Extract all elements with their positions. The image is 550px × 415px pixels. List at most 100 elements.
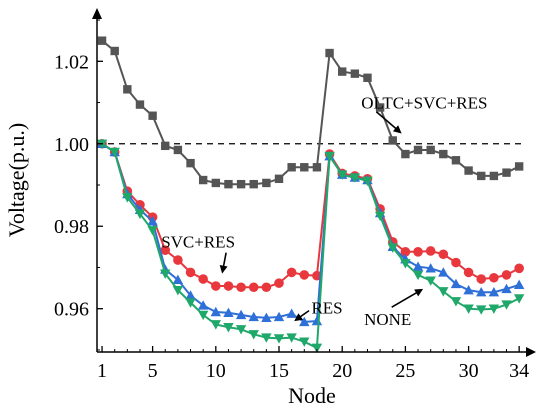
data-point-3 [261, 333, 272, 343]
data-point-0 [426, 145, 435, 155]
y-tick-label: 1.02 [54, 51, 89, 73]
data-point-3 [463, 304, 474, 314]
data-point-3 [450, 297, 462, 307]
data-point-1 [248, 282, 259, 293]
annotation-arrowhead [219, 265, 228, 274]
data-point-0 [451, 156, 461, 165]
data-point-0 [338, 67, 347, 76]
data-point-0 [388, 136, 397, 145]
x-tick-label: 30 [459, 360, 479, 382]
x-tick-label: 20 [332, 360, 352, 382]
data-point-2 [147, 216, 158, 226]
x-tick-label: 34 [509, 360, 529, 382]
data-point-3 [501, 300, 512, 310]
data-point-2 [235, 309, 247, 320]
series-line-2 [101, 142, 520, 323]
x-tick-label: 5 [148, 360, 158, 382]
data-point-3 [324, 151, 335, 162]
x-tick-label: 1 [97, 360, 107, 382]
data-point-3 [185, 298, 196, 308]
data-point-0 [350, 69, 360, 78]
data-point-3 [134, 209, 146, 220]
data-point-3 [160, 269, 171, 279]
data-point-0 [502, 168, 511, 177]
annotation-arrow-shaft [222, 252, 227, 268]
ticks-layer: 1 5 10 15 20 25 30 340.960.981.001.02 [54, 19, 529, 382]
data-point-3 [273, 334, 285, 344]
data-point-2 [299, 316, 310, 327]
series-layer [96, 36, 525, 354]
data-point-0 [97, 36, 107, 45]
annotation-arrowhead [414, 288, 424, 297]
data-point-2 [488, 287, 500, 297]
data-point-0 [211, 178, 221, 188]
data-point-0 [439, 149, 448, 159]
data-point-3 [412, 270, 424, 281]
data-point-2 [172, 274, 184, 285]
data-point-1 [489, 272, 499, 283]
data-point-0 [236, 179, 246, 189]
data-point-0 [262, 178, 271, 188]
data-point-0 [224, 179, 233, 189]
data-point-3 [513, 294, 525, 304]
data-point-2 [438, 267, 449, 277]
data-point-1 [274, 278, 284, 288]
data-point-3 [172, 285, 184, 296]
series-line-1 [101, 142, 520, 289]
data-point-1 [413, 247, 423, 257]
data-point-3 [438, 287, 449, 297]
data-point-3 [425, 276, 436, 286]
data-point-0 [173, 145, 183, 155]
y-tick-label: 0.98 [54, 216, 89, 238]
data-point-2 [501, 283, 512, 294]
data-point-0 [198, 175, 208, 185]
data-point-1 [173, 255, 183, 265]
data-point-3 [362, 176, 373, 187]
data-point-1 [299, 270, 310, 280]
data-point-0 [123, 85, 132, 94]
data-point-1 [211, 281, 221, 291]
data-point-1 [400, 247, 411, 257]
series-3 [96, 139, 525, 354]
data-point-0 [477, 171, 486, 181]
data-point-2 [412, 261, 424, 271]
annotation-arrowhead [392, 125, 402, 134]
data-point-0 [274, 174, 284, 184]
data-point-3 [235, 325, 247, 335]
data-point-1 [514, 263, 524, 274]
data-point-2 [223, 307, 234, 318]
data-point-3 [349, 173, 361, 183]
data-point-2 [425, 263, 436, 273]
data-point-3 [197, 310, 209, 321]
data-point-3 [311, 343, 323, 354]
data-point-1 [236, 282, 246, 293]
x-axis-title: Node [288, 383, 336, 408]
data-point-1 [451, 257, 461, 268]
data-point-0 [110, 46, 119, 56]
annotation-label: SVC+RES [161, 233, 235, 252]
data-point-0 [161, 141, 170, 151]
series-line-3 [101, 142, 520, 350]
data-point-3 [387, 243, 398, 253]
data-point-3 [210, 320, 222, 330]
x-tick-label: 10 [206, 360, 226, 382]
data-point-0 [489, 171, 499, 181]
y-tick-label: 0.96 [54, 299, 89, 321]
data-point-2 [248, 311, 259, 322]
data-point-2 [513, 279, 525, 289]
data-point-1 [185, 267, 196, 278]
data-point-3 [400, 259, 411, 269]
data-point-0 [135, 100, 145, 109]
data-point-1 [261, 282, 272, 293]
data-point-2 [463, 284, 474, 295]
data-point-3 [109, 147, 120, 158]
data-point-3 [223, 323, 234, 333]
annotation-arrow-shaft [391, 291, 419, 308]
data-point-0 [186, 158, 195, 168]
data-point-0 [312, 163, 322, 172]
data-point-0 [287, 163, 296, 172]
data-point-1 [160, 245, 171, 255]
data-point-0 [249, 179, 258, 189]
data-point-1 [438, 249, 449, 260]
